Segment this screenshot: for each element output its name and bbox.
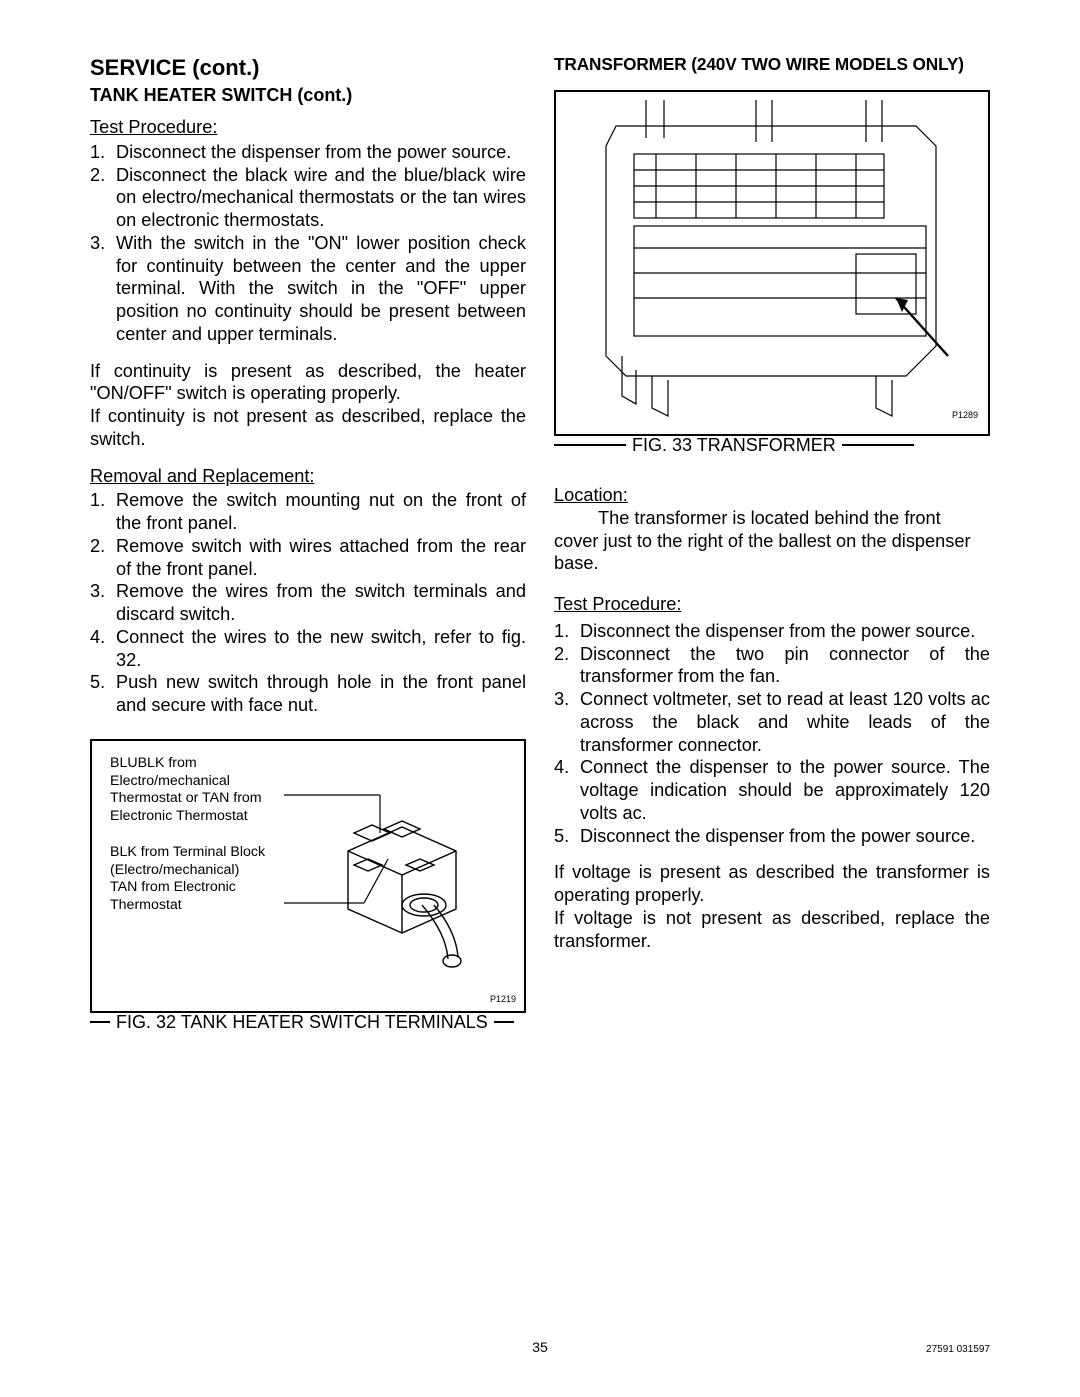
voltage-bad: If voltage is not present as described, … — [554, 907, 990, 953]
location-label: Location: — [554, 484, 990, 507]
list-item: 2.Disconnect the two pin connector of th… — [554, 643, 990, 689]
list-item: 4.Connect the wires to the new switch, r… — [90, 626, 526, 672]
location-text: The transformer is located behind the fr… — [554, 507, 990, 575]
document-number: 27591 031597 — [926, 1344, 990, 1355]
fig32-caption: FIG. 32 TANK HEATER SWITCH TERMINALS — [110, 1011, 494, 1034]
list-item: 3.Connect voltmeter, set to read at leas… — [554, 688, 990, 756]
page-number: 35 — [532, 1339, 548, 1355]
fig33-pcode: P1289 — [952, 410, 978, 421]
voltage-ok: If voltage is present as described the t… — [554, 861, 990, 907]
right-column: TRANSFORMER (240V TWO WIRE MODELS ONLY) — [554, 54, 990, 1033]
two-column-layout: SERVICE (cont.) TANK HEATER SWITCH (cont… — [90, 54, 990, 1033]
list-item: 1.Remove the switch mounting nut on the … — [90, 489, 526, 535]
fig32-pcode: P1219 — [490, 994, 516, 1005]
list-item: 1.Disconnect the dispenser from the powe… — [554, 620, 990, 643]
figure-33-box: P1289 — [554, 90, 990, 436]
list-item: 1.Disconnect the dispenser from the powe… — [90, 141, 526, 164]
fig32-switch-drawing — [284, 755, 510, 997]
test-procedure-list-right: 1.Disconnect the dispenser from the powe… — [554, 620, 990, 848]
fig32-caption-row: FIG. 32 TANK HEATER SWITCH TERMINALS — [90, 1011, 526, 1034]
continuity-ok: If continuity is present as described, t… — [90, 360, 526, 406]
continuity-result-block: If continuity is present as described, t… — [90, 360, 526, 451]
test-procedure-label: Test Procedure: — [90, 116, 526, 139]
removal-replacement-label: Removal and Replacement: — [90, 465, 526, 488]
list-item: 2.Disconnect the black wire and the blue… — [90, 164, 526, 232]
list-item: 5.Push new switch through hole in the fr… — [90, 671, 526, 717]
test-procedure-list: 1.Disconnect the dispenser from the powe… — [90, 141, 526, 346]
fig33-caption-row: FIG. 33 TRANSFORMER — [554, 434, 990, 457]
fig32-label-2: BLK from Terminal Block (Electro/mechani… — [110, 844, 284, 915]
list-item: 5.Disconnect the dispenser from the powe… — [554, 825, 990, 848]
removal-replacement-list: 1.Remove the switch mounting nut on the … — [90, 489, 526, 717]
location-block: Location: The transformer is located beh… — [554, 484, 990, 575]
list-item: 3.Remove the wires from the switch termi… — [90, 580, 526, 626]
list-item: 2.Remove switch with wires attached from… — [90, 535, 526, 581]
fig33-caption: FIG. 33 TRANSFORMER — [626, 434, 842, 457]
switch-svg — [284, 755, 514, 999]
test-procedure-label-right: Test Procedure: — [554, 593, 990, 616]
figure-32-box: BLUBLK from Electro/mechanical Thermosta… — [90, 739, 526, 1013]
tank-heater-subheading: TANK HEATER SWITCH (cont.) — [90, 84, 526, 107]
page-footer: 35 27591 031597 — [0, 1339, 1080, 1355]
left-column: SERVICE (cont.) TANK HEATER SWITCH (cont… — [90, 54, 526, 1033]
service-heading: SERVICE (cont.) — [90, 54, 526, 82]
fig32-label-1: BLUBLK from Electro/mechanical Thermosta… — [110, 755, 284, 826]
list-item: 3.With the switch in the "ON" lower posi… — [90, 232, 526, 346]
transformer-machine-svg — [556, 98, 988, 418]
transformer-heading: TRANSFORMER (240V TWO WIRE MODELS ONLY) — [554, 54, 990, 76]
list-item: 4.Connect the dispenser to the power sou… — [554, 756, 990, 824]
continuity-bad: If continuity is not present as describe… — [90, 405, 526, 451]
fig32-labels: BLUBLK from Electro/mechanical Thermosta… — [110, 755, 284, 997]
